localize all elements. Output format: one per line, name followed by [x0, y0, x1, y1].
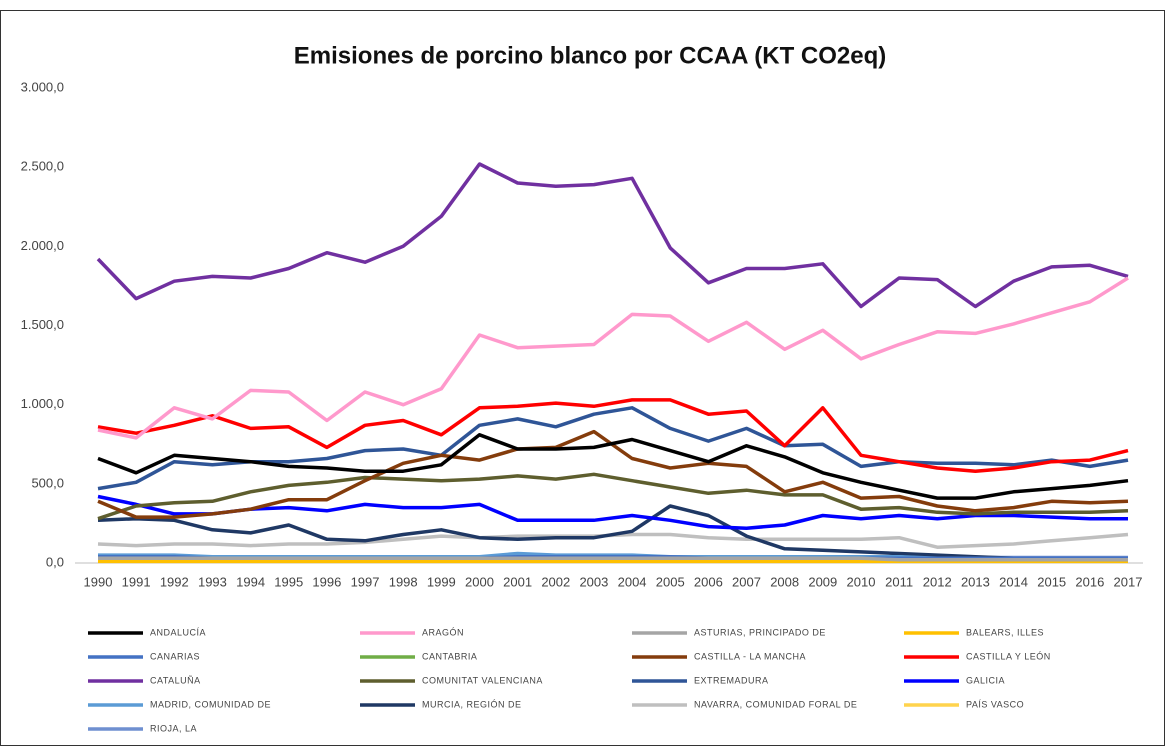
x-tick-label: 1994: [236, 574, 265, 589]
series-line: [97, 398, 1129, 473]
legend-label: BALEARS, ILLES: [966, 627, 1044, 637]
series-line: [97, 472, 1129, 521]
legend-label: COMUNITAT VALENCIANA: [422, 675, 543, 685]
plot-area: 0,0 500,0 1.000,0 1.500,0 2.000,0 2.500,0 3.00…: [21, 79, 1143, 589]
legend-label: GALICIA: [966, 675, 1005, 685]
series-line: [98, 556, 1128, 562]
x-tick-label: 1997: [351, 574, 380, 589]
x-tick-label: 2006: [694, 574, 723, 589]
x-tick-label: 2016: [1075, 574, 1104, 589]
x-tick-label: 2002: [541, 574, 570, 589]
x-tick-label: 2007: [732, 574, 761, 589]
x-tick-label: 2005: [656, 574, 685, 589]
y-tick-label: 1.500,0: [21, 317, 64, 332]
y-tick-label: 0,0: [46, 554, 64, 569]
x-tick-label: 1990: [84, 574, 113, 589]
x-tick-label: 2011: [885, 574, 913, 589]
chart-title: Emisiones de porcino blanco por CCAA (KT…: [294, 42, 887, 69]
series-line: [97, 406, 1129, 491]
x-tick-label: 1999: [427, 574, 456, 589]
y-tick-label: 2.000,0: [21, 238, 64, 253]
series-line: [97, 276, 1129, 440]
series-line: [96, 162, 1129, 309]
legend: ANDALUCÍA ARAGÓN ASTURIAS, PRINCIPADO DE BA…: [88, 627, 1051, 733]
legend-label: EXTREMADURA: [694, 675, 769, 685]
series-line: [97, 433, 1129, 500]
x-tick-label: 2004: [618, 574, 647, 589]
legend-label: ARAGÓN: [422, 627, 464, 637]
x-tick-label: 2003: [579, 574, 608, 589]
x-tick-label: 2015: [1037, 574, 1066, 589]
y-tick-label: 3.000,0: [21, 79, 64, 94]
y-tick-label: 2.500,0: [21, 159, 64, 174]
legend-label: CATALUÑA: [150, 675, 201, 685]
x-tick-label: 2013: [961, 574, 990, 589]
x-tick-label: 2009: [808, 574, 837, 589]
legend-label: CASTILLA - LA MANCHA: [694, 651, 806, 661]
legend-label: NAVARRA, COMUNIDAD FORAL DE: [694, 699, 857, 709]
series-line: [97, 494, 1128, 530]
legend-label: ASTURIAS, PRINCIPADO DE: [694, 627, 826, 637]
x-tick-label: 1993: [198, 574, 227, 589]
x-tick-label: 2008: [770, 574, 799, 589]
x-tick-label: 2010: [847, 574, 876, 589]
x-tick-label: 2017: [1114, 574, 1143, 589]
legend-label: MURCIA, REGIÓN DE: [422, 699, 522, 709]
series-line: [97, 504, 1128, 561]
x-tick-label: 2012: [923, 574, 952, 589]
y-tick-label: 500,0: [31, 475, 64, 490]
legend-label: PAÍS VASCO: [966, 699, 1024, 709]
x-tick-label: 1992: [160, 574, 189, 589]
x-tick-label: 2001: [503, 574, 532, 589]
legend-label: MADRID, COMUNIDAD DE: [150, 699, 271, 709]
legend-label: ANDALUCÍA: [150, 627, 206, 637]
x-tick-label: 1995: [274, 574, 303, 589]
x-tick-label: 1998: [389, 574, 418, 589]
chart-frame: [0, 10, 1165, 746]
x-tick-label: 1991: [122, 574, 151, 589]
x-tick-label: 2000: [465, 574, 494, 589]
legend-label: CANTABRIA: [422, 651, 477, 661]
legend-label: RIOJA, LA: [150, 723, 197, 733]
y-tick-label: 1.000,0: [21, 396, 64, 411]
x-tick-label: 2014: [999, 574, 1028, 589]
legend-label: CANARIAS: [150, 651, 200, 661]
legend-label: CASTILLA Y LEÓN: [966, 651, 1051, 661]
x-tick-label: 1996: [312, 574, 341, 589]
